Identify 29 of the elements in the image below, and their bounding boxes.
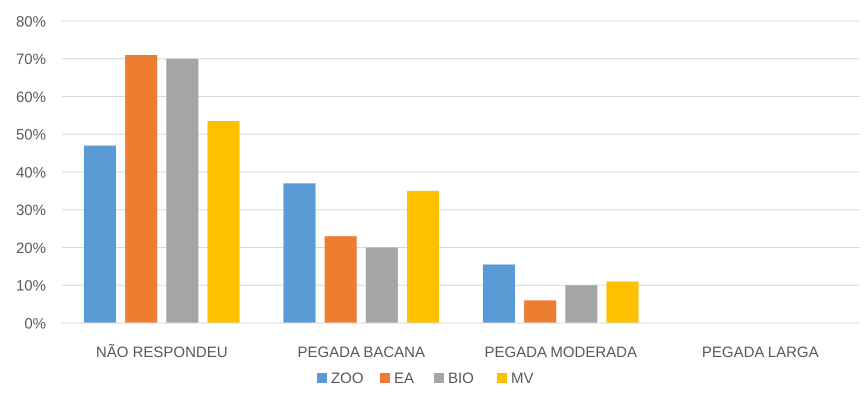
x-tick-label: PEGADA MODERADA xyxy=(484,344,638,361)
x-tick-label: NÃO RESPONDEU xyxy=(96,343,228,361)
y-tick-label: 50% xyxy=(16,126,46,144)
x-tick-label: PEGADA BACANA xyxy=(297,344,426,361)
bar xyxy=(283,183,316,323)
bar xyxy=(125,54,158,323)
bar xyxy=(207,121,240,323)
y-tick-label: 80% xyxy=(16,13,46,30)
y-tick-label: 70% xyxy=(16,51,46,68)
y-tick-label: 60% xyxy=(16,88,46,106)
y-tick-label: 30% xyxy=(16,202,46,219)
y-tick-label: 0% xyxy=(24,315,46,332)
legend-label: BIO xyxy=(448,370,474,387)
bar xyxy=(84,146,116,323)
bar xyxy=(166,58,198,323)
legend-label: MV xyxy=(511,370,534,387)
bar xyxy=(366,248,398,323)
bar xyxy=(524,300,556,323)
bar xyxy=(482,264,516,323)
bar xyxy=(565,285,598,323)
bar xyxy=(406,190,440,323)
y-tick-label: 10% xyxy=(16,278,46,294)
y-tick-label: 40% xyxy=(16,164,46,182)
legend-label: EA xyxy=(394,370,414,387)
bar xyxy=(606,281,639,323)
bar xyxy=(324,236,357,323)
y-tick-label: 20% xyxy=(16,240,46,257)
legend-label: ZOO xyxy=(331,370,364,387)
x-tick-label: PEGADA LARGA xyxy=(702,344,819,361)
